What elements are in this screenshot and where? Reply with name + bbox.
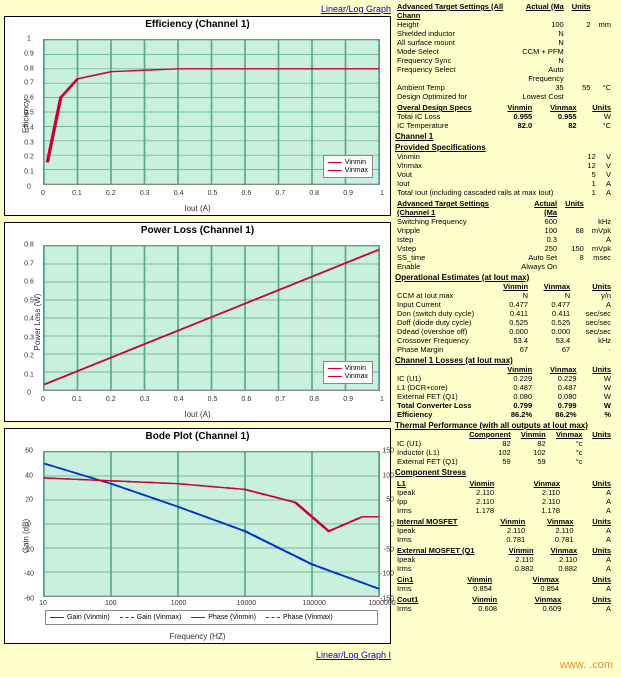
efficiency-xlabel: Iout (A) — [184, 204, 210, 213]
grid — [44, 452, 379, 596]
bode-svg — [44, 452, 379, 596]
bode-phase-line-2 — [44, 478, 379, 531]
right-column: Advanced Target Settings (All ChannActua… — [395, 0, 621, 677]
efficiency-title: Efficiency (Channel 1) — [5, 17, 390, 32]
left-column: Linear/Log Graph Efficiency (Channel 1) … — [0, 0, 395, 677]
efficiency-chart: Efficiency (Channel 1) Efficiency Iout (… — [4, 16, 391, 216]
watermark: www. .com — [560, 659, 613, 671]
bode-title: Bode Plot (Channel 1) — [5, 429, 390, 444]
powerloss-plot-area: VinminVinmax — [43, 245, 380, 391]
bode-legend: Gain (Vinmin)Gain (Vinmax)Phase (Vinmin)… — [45, 610, 378, 625]
powerloss-title: Power Loss (Channel 1) — [5, 223, 390, 238]
powerloss-legend: VinminVinmax — [323, 361, 373, 384]
efficiency-plot-area: VinminVinmax — [43, 39, 380, 185]
powerloss-xlabel: Iout (A) — [184, 410, 210, 419]
bottom-link-bar: Linear/Log Graph I — [4, 650, 391, 660]
bode-plot-area — [43, 451, 380, 597]
bode-xlabel: Frequency (HZ) — [169, 632, 225, 641]
bode-gain-line — [44, 464, 379, 589]
powerloss-ylabel: Power Loss (W) — [33, 294, 42, 351]
top-link-bar: Linear/Log Graph — [4, 4, 391, 14]
bode-chart: Bode Plot (Channel 1) Gain (dB) Frequenc… — [4, 428, 391, 644]
efficiency-legend: VinminVinmax — [323, 155, 373, 178]
powerloss-chart: Power Loss (Channel 1) Power Loss (W) Io… — [4, 222, 391, 422]
linear-log-link-top[interactable]: Linear/Log Graph — [321, 4, 391, 14]
linear-log-link-bottom[interactable]: Linear/Log Graph I — [316, 650, 391, 660]
